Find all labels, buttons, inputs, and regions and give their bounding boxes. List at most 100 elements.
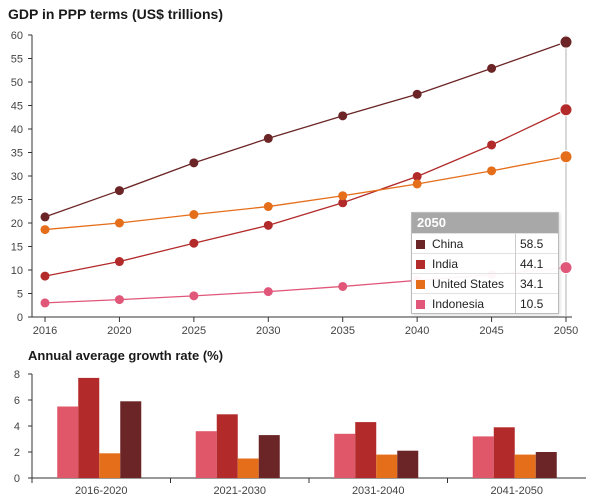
data-point-india bbox=[338, 198, 348, 208]
y-tick-label: 6 bbox=[14, 395, 20, 407]
data-point-china bbox=[263, 133, 273, 143]
bar-indonesia bbox=[195, 431, 217, 478]
x-tick-label: 2030 bbox=[256, 325, 280, 337]
y-tick-label: 0 bbox=[14, 473, 20, 485]
line-chart-title: GDP in PPP terms (US$ trillions) bbox=[8, 6, 223, 22]
x-tick-label: 2016-2020 bbox=[75, 485, 128, 497]
series-line-united-states bbox=[44, 156, 567, 231]
tooltip-table: China 58.5 India 44.1 United States 34.1… bbox=[412, 233, 558, 313]
data-point-china bbox=[338, 111, 348, 121]
data-point-india bbox=[559, 103, 573, 117]
data-point-india bbox=[487, 140, 497, 150]
tooltip-series-value: 10.5 bbox=[515, 293, 558, 313]
y-tick-label: 10 bbox=[11, 265, 23, 277]
x-tick-label: 2035 bbox=[330, 325, 354, 337]
x-tick-label: 2016 bbox=[33, 325, 57, 337]
data-point-united-states bbox=[412, 179, 422, 189]
y-tick-label: 8 bbox=[14, 369, 20, 381]
data-point-united-states bbox=[559, 150, 573, 164]
data-point-united-states bbox=[114, 218, 124, 228]
data-point-indonesia bbox=[114, 295, 124, 305]
x-tick-label: 2041-2050 bbox=[490, 485, 543, 497]
series-line-india bbox=[44, 109, 567, 277]
tooltip-series-name: United States bbox=[428, 273, 516, 294]
data-point-indonesia bbox=[40, 298, 50, 308]
legend-swatch-china bbox=[416, 239, 425, 249]
legend-swatch-united-states bbox=[416, 279, 425, 289]
bar-china bbox=[535, 452, 557, 478]
data-point-india bbox=[114, 257, 124, 267]
data-point-united-states bbox=[487, 166, 497, 176]
y-tick-label: 55 bbox=[11, 54, 23, 66]
bar-india bbox=[493, 427, 515, 478]
data-point-indonesia bbox=[559, 261, 573, 275]
bar-india bbox=[216, 414, 238, 478]
data-point-india bbox=[412, 171, 422, 181]
bar-china bbox=[258, 435, 280, 478]
data-point-india bbox=[189, 238, 199, 248]
x-tick-label: 2021-2030 bbox=[213, 485, 266, 497]
x-tick-label: 2045 bbox=[479, 325, 503, 337]
data-point-indonesia bbox=[338, 281, 348, 291]
legend-swatch-indonesia bbox=[416, 299, 425, 309]
data-point-indonesia bbox=[189, 291, 199, 301]
bar-indonesia bbox=[334, 433, 356, 478]
y-tick-label: 20 bbox=[11, 218, 23, 230]
x-tick-label: 2050 bbox=[554, 325, 578, 337]
bar-united-states bbox=[376, 454, 398, 478]
data-point-china bbox=[40, 212, 50, 222]
y-tick-label: 45 bbox=[11, 101, 23, 113]
y-tick-label: 4 bbox=[14, 421, 20, 433]
legend-swatch-india bbox=[416, 259, 425, 269]
data-point-united-states bbox=[189, 210, 199, 220]
tooltip-row: Indonesia 10.5 bbox=[412, 293, 558, 313]
data-point-india bbox=[263, 220, 273, 230]
tooltip-series-name: Indonesia bbox=[428, 293, 516, 313]
y-tick-label: 35 bbox=[11, 148, 23, 160]
x-tick-label: 2025 bbox=[182, 325, 206, 337]
y-tick-label: 0 bbox=[17, 312, 23, 324]
series-line-china bbox=[44, 41, 567, 218]
bar-china bbox=[120, 401, 142, 478]
tooltip-row: United States 34.1 bbox=[412, 273, 558, 294]
y-tick-label: 2 bbox=[14, 447, 20, 459]
tooltip-row: China 58.5 bbox=[412, 233, 558, 254]
tooltip-row: India 44.1 bbox=[412, 253, 558, 274]
data-point-china bbox=[559, 35, 573, 49]
x-tick-label: 2040 bbox=[405, 325, 429, 337]
data-point-china bbox=[189, 158, 199, 168]
y-tick-label: 40 bbox=[11, 124, 23, 136]
data-point-india bbox=[40, 271, 50, 281]
bar-india bbox=[355, 422, 377, 478]
y-tick-label: 5 bbox=[17, 289, 23, 301]
data-point-indonesia bbox=[263, 287, 273, 297]
bar-united-states bbox=[237, 458, 259, 478]
data-point-united-states bbox=[40, 225, 50, 235]
data-point-china bbox=[487, 63, 497, 73]
bar-united-states bbox=[99, 453, 121, 478]
x-tick-label: 2031-2040 bbox=[352, 485, 405, 497]
tooltip-header: 2050 bbox=[412, 213, 558, 233]
data-point-china bbox=[114, 186, 124, 196]
data-point-china bbox=[412, 89, 422, 99]
tooltip-series-value: 34.1 bbox=[515, 273, 558, 294]
y-tick-label: 30 bbox=[11, 171, 23, 183]
y-tick-label: 60 bbox=[11, 30, 23, 42]
bar-chart-title: Annual average growth rate (%) bbox=[28, 348, 224, 363]
y-tick-label: 15 bbox=[11, 242, 23, 254]
y-tick-label: 50 bbox=[11, 77, 23, 89]
x-tick-label: 2020 bbox=[107, 325, 131, 337]
y-tick-label: 25 bbox=[11, 195, 23, 207]
bar-india bbox=[78, 377, 100, 478]
tooltip-series-value: 58.5 bbox=[515, 233, 558, 254]
bar-indonesia bbox=[57, 406, 79, 478]
bar-united-states bbox=[514, 454, 536, 478]
tooltip-series-name: India bbox=[428, 253, 516, 274]
data-point-united-states bbox=[338, 191, 348, 201]
bar-china bbox=[397, 450, 419, 478]
tooltip-series-name: China bbox=[428, 233, 516, 254]
bar-indonesia bbox=[472, 436, 494, 478]
data-point-united-states bbox=[263, 202, 273, 212]
tooltip-series-value: 44.1 bbox=[515, 253, 558, 274]
